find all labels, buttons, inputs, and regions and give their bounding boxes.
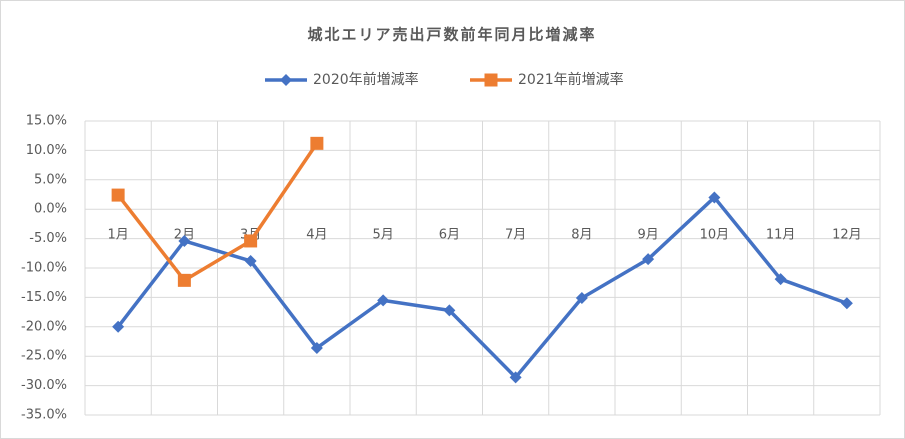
legend-marker [280, 74, 292, 86]
legend-label: 2020年前増減率 [313, 71, 419, 88]
point [642, 253, 655, 266]
x-tick-label: 10月 [700, 228, 730, 243]
point [509, 371, 522, 384]
y-tick-label: 0.0% [34, 202, 67, 217]
y-tick-label: -25.0% [21, 349, 67, 364]
y-tick-label: -5.0% [29, 231, 67, 246]
legend-label: 2021年前増減率 [518, 71, 624, 88]
point [244, 234, 258, 248]
point [708, 191, 721, 204]
point [177, 273, 191, 287]
x-tick-label: 4月 [306, 228, 327, 243]
point [575, 291, 588, 304]
series-line [116, 195, 848, 380]
point [377, 294, 390, 307]
point [443, 304, 456, 317]
point [111, 188, 125, 202]
series-line [116, 142, 319, 283]
x-tick-label: 6月 [439, 228, 460, 243]
x-tick-label: 11月 [766, 228, 796, 243]
x-tick-label: 7月 [505, 228, 526, 243]
x-tick-label: 12月 [832, 228, 862, 243]
legend-marker [484, 73, 498, 87]
y-tick-label: 15.0% [26, 114, 67, 129]
y-tick-label: -15.0% [21, 290, 67, 305]
x-tick-label: 8月 [571, 228, 592, 243]
y-tick-label: -30.0% [21, 378, 67, 393]
point [178, 234, 191, 247]
y-tick-label: 10.0% [26, 143, 67, 158]
x-tick-label: 1月 [107, 228, 128, 243]
x-tick-label: 9月 [637, 228, 658, 243]
chart-title: 城北エリア売出戸数前年同月比増減率 [307, 26, 596, 44]
point [310, 136, 324, 150]
y-tick-label: 5.0% [34, 172, 67, 187]
point [310, 341, 323, 354]
x-tick-label: 5月 [372, 228, 393, 243]
point [774, 273, 787, 286]
y-tick-label: -35.0% [21, 408, 67, 423]
y-tick-label: -10.0% [21, 261, 67, 276]
point [840, 297, 853, 310]
point [244, 254, 257, 267]
point [112, 320, 125, 333]
y-tick-label: -20.0% [21, 319, 67, 334]
